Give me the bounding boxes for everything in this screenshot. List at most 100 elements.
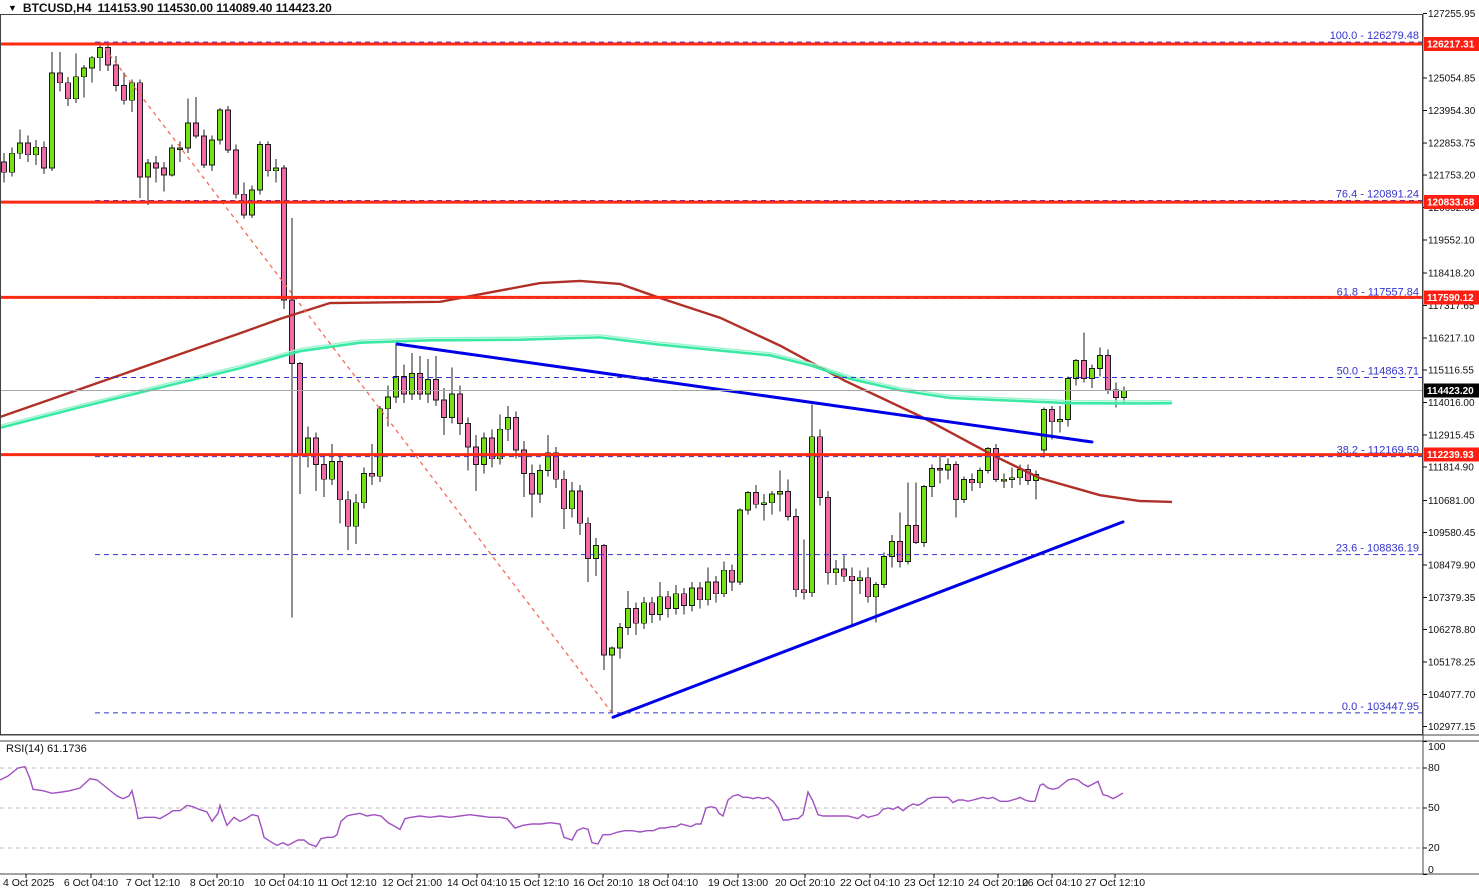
candlestick (921, 485, 927, 547)
candlestick (937, 455, 943, 484)
candlestick (1041, 407, 1047, 458)
candlestick (457, 385, 463, 436)
price-tick-label: 112915.45 (1428, 430, 1475, 441)
candlestick (177, 141, 183, 163)
candle-body-bull (1017, 469, 1023, 479)
candle-body-bear (801, 589, 807, 594)
candlestick (721, 561, 727, 597)
candle-body-bear (25, 142, 31, 156)
candle-body-bull (145, 162, 151, 178)
candlestick (1049, 405, 1055, 440)
candlestick (57, 51, 63, 92)
candle-body-bear (649, 602, 655, 615)
level-price-box: 112239.93 (1424, 447, 1479, 462)
candle-body-bull (1097, 355, 1103, 369)
price-tick-label: 105178.25 (1428, 658, 1476, 669)
candle-body-bull (705, 581, 711, 601)
candle-body-bear (441, 399, 447, 418)
candle-body-bear (713, 581, 719, 595)
candle-body-bear (993, 448, 999, 480)
level-price-box: 117590.12 (1424, 290, 1479, 305)
candle-body-bull (617, 627, 623, 649)
candle-body-bull (409, 373, 415, 395)
candlestick (761, 493, 767, 521)
candle-body-bull (945, 464, 951, 471)
candle-body-bear (793, 516, 799, 591)
candlestick (481, 432, 487, 474)
rsi-axis-label: 100 (1428, 741, 1446, 753)
price-tick-label: 119552.10 (1428, 235, 1475, 246)
candle-body-bull (737, 509, 743, 583)
candlestick (833, 560, 839, 586)
descending-trendline[interactable] (395, 342, 1094, 444)
candle-body-bear (1113, 389, 1119, 399)
candle-body-bear (849, 575, 855, 582)
fib-level-label: 76.4 - 120891.24 (1336, 188, 1419, 200)
candlestick (585, 517, 591, 583)
candle-body-bull (81, 67, 87, 78)
candle-body-bear (1049, 409, 1055, 423)
candlestick (1081, 332, 1087, 383)
candlestick (17, 129, 23, 160)
candlestick (353, 493, 359, 544)
rsi-axis-label: 50 (1428, 802, 1440, 814)
candlestick (1001, 473, 1007, 489)
candlestick (193, 97, 199, 139)
candlestick (81, 65, 87, 98)
candlestick (689, 582, 695, 612)
price-tick-label: 114016.00 (1428, 398, 1475, 409)
price-axis[interactable]: 127255.95 125054.85 123954.30 122853.75 1217… (1422, 9, 1479, 874)
time-tick-label: 27 Oct 12:10 (1085, 877, 1145, 889)
candlestick (857, 570, 863, 594)
candlestick (841, 555, 847, 583)
time-axis[interactable]: 4 Oct 2025 6 Oct 04:10 7 Oct 12:10 8 Oct 20… (3, 874, 1145, 889)
candle-body-bull (545, 452, 551, 471)
candle-body-bear (601, 544, 607, 656)
candlestick (425, 358, 431, 403)
candle-body-bull (1065, 378, 1071, 421)
candle-body-bear (153, 162, 159, 169)
candlestick (825, 491, 831, 585)
main-chart-panel: 100.0 - 126279.48 76.4 - 120891.24 61.8 - … (0, 14, 1423, 735)
candle-body-bull (777, 491, 783, 495)
price-tick-label: 127255.95 (1428, 9, 1476, 20)
candlestick (505, 405, 511, 442)
candle-body-bull (921, 486, 927, 543)
current-price-box-text: 114423.20 (1427, 386, 1474, 397)
candlestick (905, 482, 911, 565)
candle-body-bear (433, 378, 439, 401)
candle-body-bear (529, 472, 535, 495)
symbol-dropdown-icon[interactable]: ▼ (8, 3, 17, 13)
candle-body-bear (121, 85, 127, 101)
fib-level-label: 0.0 - 103447.95 (1342, 701, 1419, 713)
candlestick (401, 364, 407, 403)
current-price-box: 114423.20 (1424, 383, 1479, 398)
candlestick (641, 596, 647, 630)
candlestick (161, 162, 167, 192)
level-price-box-bg (1424, 447, 1479, 462)
candle-body-bull (769, 493, 775, 504)
candle-body-bull (961, 479, 967, 500)
candle-body-bear (65, 82, 71, 100)
candle-body-bull (449, 393, 455, 418)
candlestick (521, 441, 527, 497)
price-tick-label: 109580.45 (1428, 528, 1476, 539)
candle-body-bear (161, 167, 167, 176)
candlestick (65, 76, 71, 107)
candlestick (1097, 347, 1103, 377)
candle-body-bull (97, 47, 103, 59)
candlestick (289, 217, 295, 618)
ascending-trendline[interactable] (611, 520, 1125, 719)
candlestick (809, 404, 815, 597)
fib-level-label: 23.6 - 108836.19 (1336, 543, 1419, 555)
candlestick (345, 491, 351, 550)
candle-body-bear (561, 478, 567, 510)
candlestick (41, 141, 47, 174)
candlestick (793, 508, 799, 597)
candlestick (73, 53, 79, 104)
candlestick (849, 567, 855, 627)
time-tick-label: 11 Oct 12:10 (317, 877, 377, 889)
candlestick (201, 129, 207, 168)
candlestick (673, 585, 679, 615)
